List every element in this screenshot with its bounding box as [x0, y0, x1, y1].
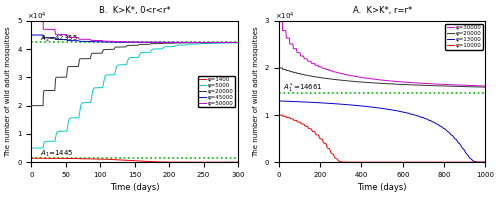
- φ=50000: [235, 41, 241, 44]
- φ=5000: [30, 147, 36, 149]
- φ=20000: [467, 86, 473, 88]
- φ=1400: [30, 157, 36, 159]
- φ=1400: [77, 157, 83, 160]
- φ=50000: [184, 41, 190, 44]
- Line: φ=13000: φ=13000: [279, 101, 486, 162]
- φ=50000: [122, 40, 128, 43]
- φ=1400: [235, 161, 241, 163]
- φ=45000: [232, 41, 238, 44]
- φ=50000: [232, 41, 238, 44]
- φ=20000: [424, 84, 430, 87]
- φ=13000: [384, 108, 390, 110]
- φ=13000: [467, 157, 473, 160]
- φ=50000: [28, 20, 34, 22]
- Line: φ=10000: φ=10000: [279, 115, 486, 162]
- Line: φ=45000: φ=45000: [32, 35, 238, 43]
- Line: φ=30000: φ=30000: [279, 21, 486, 86]
- Text: $A_1^*$=14661: $A_1^*$=14661: [283, 82, 323, 95]
- Y-axis label: The number of wild adult mosquitoes: The number of wild adult mosquitoes: [6, 26, 12, 157]
- φ=13000: [424, 118, 430, 120]
- φ=20000: [210, 41, 216, 44]
- φ=45000: [28, 34, 34, 36]
- Line: φ=20000: φ=20000: [32, 43, 238, 106]
- φ=13000: [482, 161, 488, 163]
- φ=30000: [300, 55, 306, 57]
- φ=5000: [184, 44, 190, 46]
- φ=45000: [122, 41, 128, 43]
- φ=20000: [77, 58, 83, 60]
- φ=30000: [467, 84, 473, 87]
- Legend: φ=1400, φ=5000, φ=20000, φ=45000, φ=50000: φ=1400, φ=5000, φ=20000, φ=45000, φ=5000…: [198, 76, 235, 107]
- φ=5000: [77, 107, 83, 109]
- Text: $\times 10^4$: $\times 10^4$: [274, 11, 294, 22]
- φ=20000: [232, 41, 238, 44]
- Line: φ=20000: φ=20000: [279, 68, 486, 87]
- φ=30000: [387, 80, 393, 82]
- φ=30000: [384, 79, 390, 82]
- φ=10000: [387, 161, 393, 163]
- φ=20000: [444, 85, 450, 87]
- φ=13000: [387, 108, 393, 111]
- Line: φ=1400: φ=1400: [32, 158, 238, 162]
- φ=13000: [300, 101, 306, 103]
- φ=20000: [235, 41, 241, 44]
- φ=30000: [482, 85, 488, 87]
- φ=10000: [444, 161, 450, 163]
- Legend: φ=30000, φ=20000, φ=13000, φ=10000: φ=30000, φ=20000, φ=13000, φ=10000: [446, 24, 482, 50]
- Text: $A_2$=42355: $A_2$=42355: [40, 33, 78, 44]
- φ=20000: [122, 46, 128, 48]
- φ=5000: [235, 42, 241, 44]
- Text: $\times 10^4$: $\times 10^4$: [27, 11, 47, 22]
- X-axis label: Time (days): Time (days): [110, 183, 160, 192]
- φ=13000: [276, 100, 282, 102]
- φ=13000: [444, 130, 450, 133]
- φ=45000: [77, 40, 83, 43]
- φ=10000: [467, 161, 473, 163]
- φ=10000: [482, 161, 488, 163]
- φ=5000: [28, 147, 34, 149]
- Title: A.  K>K*, r=r*: A. K>K*, r=r*: [352, 6, 412, 15]
- φ=30000: [276, 20, 282, 22]
- Title: B.  K>K*, 0<r<r*: B. K>K*, 0<r<r*: [99, 6, 170, 15]
- φ=45000: [210, 41, 216, 44]
- φ=20000: [28, 105, 34, 107]
- φ=10000: [424, 161, 430, 163]
- Text: $A_1$=1445: $A_1$=1445: [40, 149, 73, 159]
- φ=20000: [384, 83, 390, 85]
- φ=20000: [387, 83, 393, 85]
- φ=45000: [235, 41, 241, 44]
- φ=10000: [300, 123, 306, 125]
- φ=1400: [184, 161, 190, 163]
- φ=50000: [210, 41, 216, 44]
- Line: φ=50000: φ=50000: [32, 21, 238, 43]
- φ=30000: [424, 82, 430, 85]
- φ=20000: [276, 67, 282, 69]
- φ=1400: [28, 157, 34, 159]
- φ=1400: [210, 161, 216, 163]
- Y-axis label: The number of wild adult mosquitoes: The number of wild adult mosquitoes: [253, 26, 259, 157]
- φ=45000: [184, 41, 190, 44]
- φ=50000: [77, 38, 83, 40]
- φ=5000: [232, 42, 238, 44]
- Line: φ=5000: φ=5000: [32, 43, 238, 148]
- φ=1400: [122, 159, 128, 161]
- φ=20000: [30, 105, 36, 107]
- X-axis label: Time (days): Time (days): [358, 183, 407, 192]
- φ=10000: [384, 161, 390, 163]
- φ=10000: [276, 114, 282, 116]
- φ=1400: [232, 161, 238, 163]
- φ=20000: [482, 86, 488, 88]
- φ=30000: [444, 83, 450, 86]
- φ=45000: [30, 34, 36, 36]
- φ=50000: [30, 20, 36, 22]
- φ=5000: [210, 42, 216, 44]
- φ=20000: [300, 73, 306, 75]
- φ=20000: [184, 42, 190, 44]
- φ=5000: [122, 64, 128, 66]
